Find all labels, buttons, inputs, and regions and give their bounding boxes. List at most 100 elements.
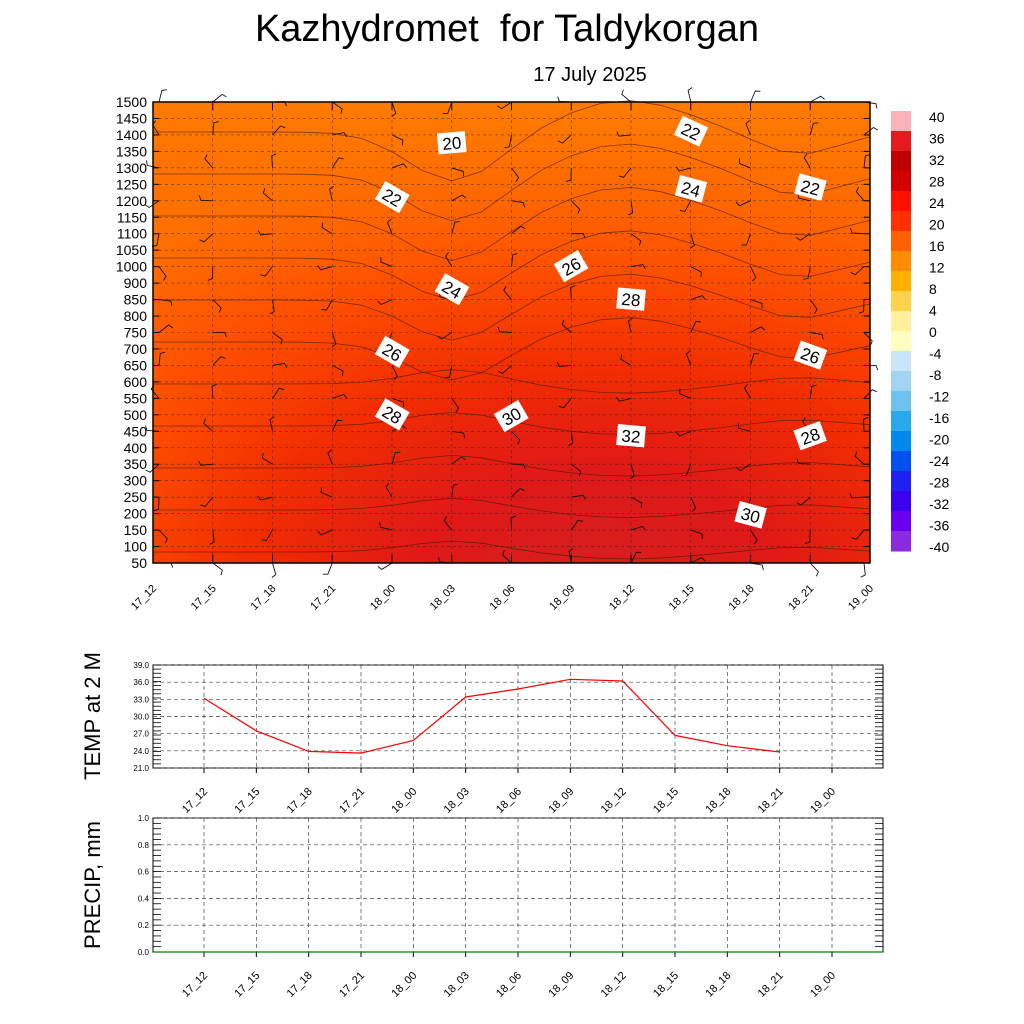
- wind-barb: [145, 463, 160, 473]
- x-tick-label: 18_00: [368, 583, 398, 613]
- contour-line: [152, 454, 871, 478]
- wind-barb: [211, 383, 217, 399]
- x-tick-label: 18_09: [546, 786, 576, 816]
- wind-barb: [750, 326, 766, 333]
- x-tick-label: 18_00: [389, 970, 419, 1000]
- wind-barb: [158, 529, 168, 544]
- x-tick-label: 18_21: [756, 970, 786, 1000]
- wind-barb: [212, 121, 219, 135]
- contour-line: [152, 317, 871, 381]
- wind-barb: [743, 383, 751, 399]
- contour-label-bg: [794, 173, 827, 201]
- y-tick-label: 24.0: [133, 747, 149, 756]
- y-tick-label: 200: [124, 506, 148, 522]
- wind-barb: [332, 393, 348, 399]
- wind-barb: [443, 516, 453, 531]
- wind-barb: [796, 496, 811, 506]
- x-tick-label: 18_15: [651, 786, 681, 816]
- y-tick-label: 1150: [117, 209, 147, 225]
- contour-label-text: 32: [621, 426, 642, 447]
- wind-barb: [212, 562, 223, 576]
- wind-barb: [391, 101, 397, 117]
- colorbar-swatch: [891, 391, 911, 412]
- y-tick-label: 400: [124, 440, 148, 456]
- wind-barb: [627, 317, 633, 333]
- wind-barb: [750, 299, 763, 309]
- y-tick-label: 0.0: [138, 948, 150, 957]
- wind-barb: [511, 252, 518, 267]
- contour-label-bg: [493, 399, 529, 433]
- wind-barb: [809, 122, 819, 136]
- wind-barb: [620, 354, 632, 366]
- wind-barb: [271, 562, 277, 578]
- colorbar-swatch: [891, 411, 911, 432]
- wind-barb: [322, 562, 333, 575]
- colorbar-label: 36: [929, 131, 945, 147]
- wind-barb: [320, 487, 333, 498]
- wind-barb: [630, 464, 635, 480]
- colorbar-label: 40: [929, 109, 945, 125]
- wind-barb: [690, 233, 695, 249]
- wind-barb: [451, 167, 465, 177]
- wind-barb: [736, 463, 751, 472]
- wind-barb: [209, 530, 215, 545]
- colorbar-label: -36: [929, 518, 949, 534]
- wind-barb: [690, 321, 701, 333]
- wind-barb: [158, 89, 167, 103]
- wind-barb: [511, 487, 525, 498]
- wind-barb: [511, 225, 526, 235]
- wind-barb: [566, 167, 572, 183]
- y-tick-label: 150: [124, 522, 148, 538]
- x-tick-label: 19_00: [846, 583, 876, 613]
- x-tick-label: 18_03: [428, 583, 458, 613]
- x-tick-label: 17_18: [285, 970, 315, 1000]
- wind-barb: [331, 419, 343, 432]
- wind-barb: [850, 227, 865, 235]
- wind-barb: [795, 233, 811, 241]
- colorbar-swatch: [891, 251, 911, 272]
- wind-barb: [497, 101, 512, 110]
- wind-barb: [199, 233, 214, 243]
- wind-barb: [690, 529, 703, 540]
- wind-barb: [738, 158, 751, 169]
- y-tick-label: 0.6: [138, 868, 150, 877]
- colorbar-swatch: [891, 431, 911, 452]
- wind-barb: [511, 200, 525, 208]
- x-tick-label: 19_00: [808, 970, 838, 1000]
- x-tick-label: 18_06: [494, 786, 524, 816]
- x-tick-label: 18_09: [546, 970, 576, 1000]
- y-tick-label: 750: [124, 325, 148, 341]
- wind-barb: [570, 519, 584, 531]
- wind-barb: [571, 233, 586, 239]
- wind-barb: [810, 332, 824, 340]
- wind-barb: [797, 193, 811, 202]
- wind-barb: [327, 449, 333, 465]
- wind-barb: [675, 166, 691, 172]
- wind-barb: [212, 356, 226, 366]
- x-tick-label: 18_03: [442, 970, 472, 1000]
- contour-label-text: 30: [739, 504, 762, 527]
- contour-label: 30: [734, 501, 767, 529]
- contour-label-bg: [374, 180, 410, 214]
- wind-barb: [212, 331, 228, 338]
- y-tick-label: 800: [124, 308, 148, 324]
- wind-barb: [511, 463, 526, 470]
- wind-barb: [331, 332, 337, 348]
- wind-barb: [272, 362, 288, 368]
- colorbar-swatch: [891, 371, 911, 392]
- wind-barb: [571, 494, 586, 500]
- y-tick-label: 1100: [117, 226, 147, 242]
- y-tick-label: 100: [124, 539, 148, 555]
- wind-barb: [391, 451, 401, 465]
- wind-barb: [380, 257, 393, 268]
- y-tick-label: 1000: [116, 259, 147, 275]
- wind-barb: [809, 562, 819, 577]
- wind-barb: [571, 463, 582, 477]
- y-axis-label: TEMP at 2 M: [80, 652, 105, 780]
- colorbar-label: -40: [929, 539, 949, 555]
- wind-barb: [681, 464, 692, 476]
- x-tick-label: 17_18: [249, 583, 279, 613]
- temperature-line: [203, 678, 780, 754]
- wind-barb: [391, 365, 398, 381]
